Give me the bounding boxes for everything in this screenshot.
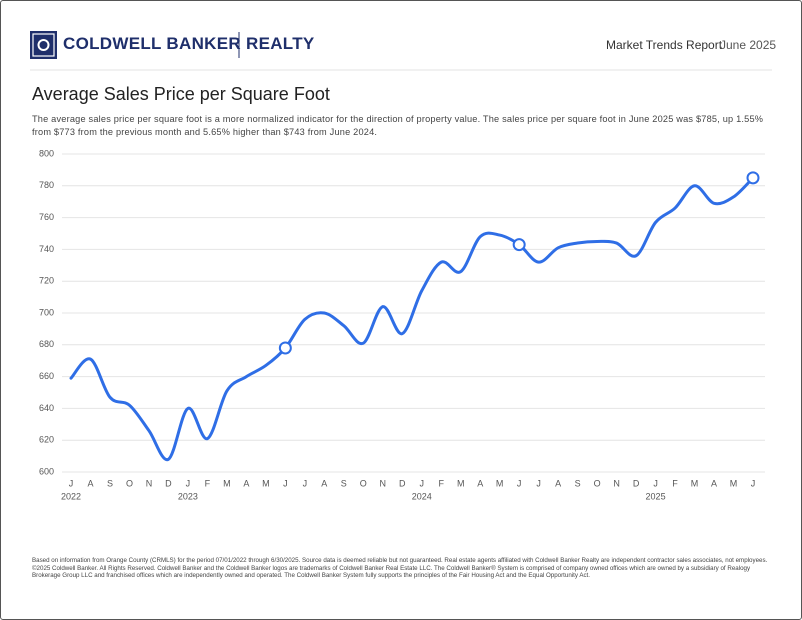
x-tick-label: J [517, 478, 522, 488]
x-tick-label: D [399, 478, 406, 488]
x-tick-label: J [283, 478, 288, 488]
disclaimer: Based on information from Orange County … [32, 557, 768, 579]
x-tick-label: F [205, 478, 211, 488]
x-tick-label: A [555, 478, 561, 488]
y-tick-label: 740 [39, 244, 54, 254]
brand-suffix: REALTY [246, 34, 315, 53]
x-tick-label: M [691, 478, 699, 488]
x-tick-label: A [711, 478, 717, 488]
year-label: 2024 [412, 491, 432, 501]
x-tick-label: F [438, 478, 444, 488]
highlight-point [512, 238, 526, 252]
logo-mark [30, 31, 57, 59]
x-tick-label: S [107, 478, 113, 488]
plot-area: 600 620 640 660 680 700 720 740 760 780 800 J A S O N D J… [39, 148, 765, 501]
x-tick-label: A [321, 478, 327, 488]
y-tick-label: 780 [39, 180, 54, 190]
x-tick-label: F [672, 478, 678, 488]
x-tick-label: O [360, 478, 367, 488]
year-label: 2022 [61, 491, 81, 501]
x-tick-label: J [536, 478, 541, 488]
y-tick-label: 700 [39, 307, 54, 317]
logo-mark-inner [32, 33, 55, 57]
x-tick-label: J [419, 478, 424, 488]
x-tick-label: D [165, 478, 172, 488]
y-tick-label: 620 [39, 435, 54, 445]
data-line [69, 176, 755, 461]
x-tick-label: M [730, 478, 738, 488]
x-tick-label: J [69, 478, 74, 488]
x-tick-label: A [477, 478, 483, 488]
x-tick-label: N [613, 478, 620, 488]
highlight-point [278, 341, 292, 355]
x-tick-label: A [243, 478, 249, 488]
y-tick-label: 720 [39, 276, 54, 286]
x-tick-label: N [380, 478, 387, 488]
brand: COLDWELL BANKER [63, 34, 241, 53]
chart-title: Average Sales Price per Square Foot [32, 84, 330, 104]
x-tick-label: M [457, 478, 465, 488]
report-period: June 2025 [720, 38, 777, 52]
y-tick-label: 800 [39, 148, 54, 158]
logo-mark-glyph [37, 39, 50, 51]
x-tick-label: S [575, 478, 581, 488]
year-label: 2025 [646, 491, 666, 501]
x-tick-label: D [633, 478, 640, 488]
x-tick-label: M [223, 478, 231, 488]
y-tick-label: 600 [39, 466, 54, 476]
x-tick-label: M [496, 478, 504, 488]
x-tick-label: A [87, 478, 93, 488]
y-tick-label: 640 [39, 403, 54, 413]
x-tick-label: J [751, 478, 756, 488]
y-tick-label: 760 [39, 212, 54, 222]
year-label: 2023 [178, 491, 198, 501]
x-tick-label: O [126, 478, 133, 488]
x-tick-label: S [341, 478, 347, 488]
x-tick-label: O [594, 478, 601, 488]
y-tick-label: 660 [39, 371, 54, 381]
x-tick-label: J [303, 478, 308, 488]
chart-subtitle: The average sales price per square foot … [32, 114, 764, 137]
y-tick-label: 680 [39, 339, 54, 349]
x-tick-label: N [146, 478, 153, 488]
x-tick-label: M [262, 478, 270, 488]
x-tick-label: J [653, 478, 658, 488]
x-tick-label: J [186, 478, 191, 488]
highlight-point [746, 171, 760, 185]
report-name: Market Trends Report [606, 38, 723, 52]
